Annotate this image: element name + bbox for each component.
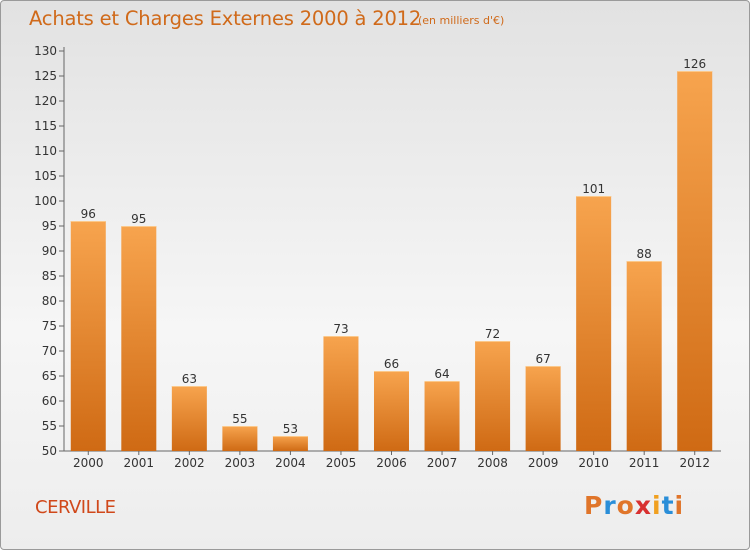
y-tick-label: 130 (34, 44, 57, 58)
y-tick-label: 55 (42, 419, 57, 433)
y-tick-label: 115 (34, 119, 57, 133)
x-tick-label: 2009 (528, 456, 559, 470)
data-label: 101 (582, 182, 605, 196)
data-label: 88 (637, 247, 652, 261)
bar (424, 381, 460, 451)
bar (677, 71, 713, 451)
commune-name: CERVILLE (35, 497, 116, 518)
brand-letter: x (634, 491, 652, 520)
bar (525, 366, 561, 451)
x-tick-label: 2008 (477, 456, 508, 470)
data-label: 64 (434, 367, 449, 381)
bar (222, 426, 258, 451)
y-tick-label: 85 (42, 269, 57, 283)
data-label: 73 (333, 322, 348, 336)
brand-letter: P (584, 491, 604, 520)
data-label: 63 (182, 372, 197, 386)
bar-group: 66 2006 (374, 357, 409, 470)
y-tick-label: 60 (42, 394, 57, 408)
bar (171, 386, 207, 451)
x-tick-label: 2010 (578, 456, 609, 470)
data-label: 67 (535, 352, 550, 366)
brand-letter: o (616, 491, 635, 520)
brand-letter: t (661, 491, 675, 520)
bar-group: 64 2007 (424, 367, 460, 470)
x-tick-label: 2001 (124, 456, 155, 470)
bar-group: 88 2011 (626, 247, 662, 470)
proxiti-logo: Proxiti (584, 491, 684, 520)
x-tick-label: 2002 (174, 456, 205, 470)
data-label: 55 (232, 412, 247, 426)
y-tick-label: 70 (42, 344, 57, 358)
chart-title: Achats et Charges Externes 2000 à 2012 (29, 7, 422, 30)
y-tick-label: 110 (34, 144, 57, 158)
x-tick-label: 2003 (225, 456, 256, 470)
brand-letter: r (603, 491, 617, 520)
bar-group: 53 2004 (272, 422, 308, 470)
bar (374, 371, 409, 451)
x-tick-label: 2007 (427, 456, 458, 470)
x-tick-label: 2006 (376, 456, 407, 470)
brand-letter: i (674, 491, 685, 520)
y-tick-label: 80 (42, 294, 57, 308)
bar (626, 261, 662, 451)
data-label: 53 (283, 422, 298, 436)
bar (272, 436, 308, 451)
bar (576, 196, 612, 451)
y-tick-label: 75 (42, 319, 57, 333)
bar-group: 63 2002 (171, 372, 207, 470)
y-tick-label: 65 (42, 369, 57, 383)
chart-subtitle: (en milliers d'€) (418, 14, 505, 27)
bar-group: 55 2003 (222, 412, 258, 470)
y-tick-label: 120 (34, 94, 57, 108)
data-label: 126 (683, 57, 706, 71)
y-tick-label: 105 (34, 169, 57, 183)
bar (121, 226, 157, 451)
data-label: 72 (485, 327, 500, 341)
y-tick-label: 50 (42, 444, 57, 458)
bar-group: 96 2000 (70, 207, 106, 470)
bar (70, 221, 106, 451)
y-tick-label: 90 (42, 244, 57, 258)
bar-group: 72 2008 (475, 327, 511, 470)
data-label: 95 (131, 212, 146, 226)
bar-group: 73 2005 (323, 322, 359, 470)
x-tick-label: 2011 (629, 456, 660, 470)
x-tick-label: 2012 (679, 456, 710, 470)
data-label: 66 (384, 357, 399, 371)
x-tick-label: 2004 (275, 456, 306, 470)
x-tick-label: 2005 (326, 456, 357, 470)
bar (475, 341, 511, 451)
bar-group: 101 2010 (576, 182, 612, 470)
brand-letter: i (652, 491, 662, 520)
x-tick-label: 2000 (73, 456, 104, 470)
data-label: 96 (81, 207, 96, 221)
bar-group: 95 2001 (121, 212, 157, 470)
y-tick-label: 100 (34, 194, 57, 208)
y-tick-label: 125 (34, 69, 57, 83)
bar (323, 336, 359, 451)
bar-group: 67 2009 (525, 352, 561, 470)
bar-group: 126 2012 (677, 57, 713, 470)
y-tick-label: 95 (42, 219, 57, 233)
